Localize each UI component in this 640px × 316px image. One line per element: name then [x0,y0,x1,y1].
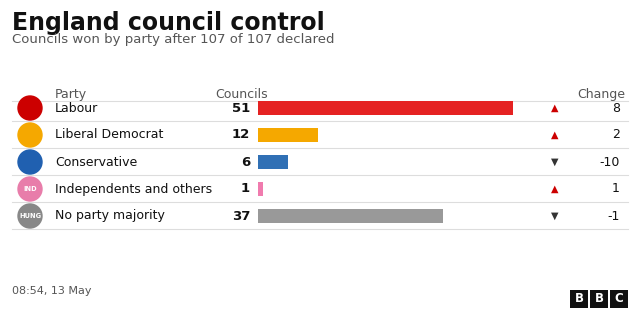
Text: Councils won by party after 107 of 107 declared: Councils won by party after 107 of 107 d… [12,33,335,46]
Text: 37: 37 [232,210,250,222]
Text: ▼: ▼ [551,211,559,221]
Bar [258,209,443,223]
Text: -10: -10 [600,155,620,168]
Bar [258,101,513,115]
Circle shape [18,96,42,120]
Bar [590,290,608,308]
Text: HUNG: HUNG [19,213,41,219]
Text: Independents and others: Independents and others [55,183,212,196]
Text: 6: 6 [241,155,250,168]
Text: 8: 8 [612,101,620,114]
Circle shape [18,150,42,174]
Text: 08:54, 13 May: 08:54, 13 May [12,286,92,296]
Text: 1: 1 [241,183,250,196]
Text: ▲: ▲ [551,130,559,140]
Text: IND: IND [23,186,37,192]
Bar [258,155,288,169]
Text: 12: 12 [232,129,250,142]
Text: 2: 2 [612,129,620,142]
Text: Party: Party [55,88,87,101]
Text: ▲: ▲ [551,103,559,113]
Text: 1: 1 [612,183,620,196]
Bar [570,290,588,308]
Text: C: C [614,293,623,306]
Text: Conservative: Conservative [55,155,137,168]
Text: 51: 51 [232,101,250,114]
Bar [258,182,263,196]
Bar [258,128,318,142]
Circle shape [18,204,42,228]
Text: Labour: Labour [55,101,99,114]
Text: ▲: ▲ [551,184,559,194]
Text: ▼: ▼ [551,157,559,167]
Text: B: B [575,293,584,306]
Text: -1: -1 [607,210,620,222]
Circle shape [18,177,42,201]
Text: B: B [595,293,604,306]
Text: Change: Change [577,88,625,101]
Bar [610,290,628,308]
Circle shape [18,123,42,147]
Text: England council control: England council control [12,11,324,35]
Text: No party majority: No party majority [55,210,165,222]
Text: Councils: Councils [215,88,268,101]
Text: Liberal Democrat: Liberal Democrat [55,129,163,142]
